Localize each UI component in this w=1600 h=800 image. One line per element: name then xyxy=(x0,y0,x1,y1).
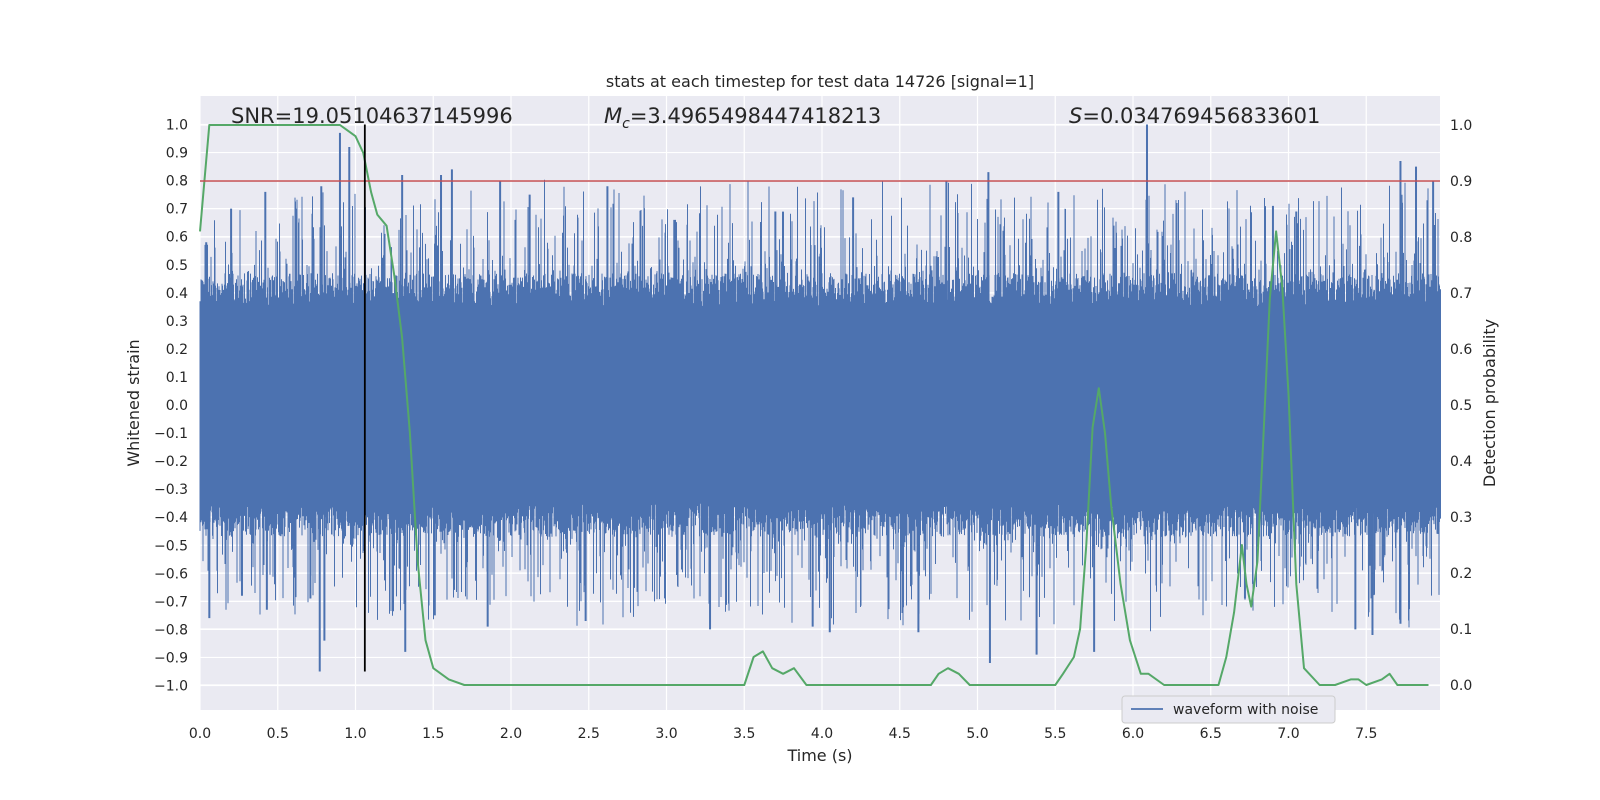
y-left-tick-label: 0.5 xyxy=(166,258,188,274)
waveform-series xyxy=(199,124,1441,672)
y-left-tick-label: −0.8 xyxy=(154,622,188,638)
y-left-tick-label: 0.1 xyxy=(166,370,188,386)
y-right-tick-label: 0.4 xyxy=(1450,454,1472,470)
legend-box xyxy=(1121,695,1336,724)
x-tick-label: 7.5 xyxy=(1355,726,1377,742)
y-left-tick-labels: 1.0 0.9 0.8 0.7 0.6 0.5 0.4 0.3 0.2 0.1 0.0 −0.1 −0.… xyxy=(154,118,188,695)
x-axis-label: Time (s) xyxy=(786,746,852,765)
y-left-tick-label: −0.2 xyxy=(154,454,188,470)
probability-series xyxy=(199,124,1429,686)
y-left-tick-label: 0.4 xyxy=(166,286,188,302)
y-right-tick-label: 0.7 xyxy=(1450,286,1472,302)
s-value: =0.034769456833601 xyxy=(1082,104,1320,128)
x-tick-label: 4.0 xyxy=(811,726,833,742)
y-right-tick-label: 0.6 xyxy=(1450,342,1472,358)
y-left-tick-label: 1.0 xyxy=(166,118,188,134)
x-tick-label: 6.5 xyxy=(1200,726,1222,742)
y-left-tick-label: 0.7 xyxy=(166,202,188,218)
chirp-mass-symbol: M xyxy=(604,104,622,128)
snr-annotation: SNR=19.05104637145996 xyxy=(231,104,513,128)
x-tick-label: 2.5 xyxy=(578,726,600,742)
x-tick-label: 7.0 xyxy=(1277,726,1299,742)
y-right-tick-label: 0.9 xyxy=(1450,174,1472,190)
y-left-tick-label: 0.2 xyxy=(166,342,188,358)
legend: waveform with noise xyxy=(1121,695,1336,724)
legend-label-waveform: waveform with noise xyxy=(1173,702,1318,718)
s-annotation: S=0.034769456833601 xyxy=(1069,104,1320,128)
y-left-tick-label: −0.9 xyxy=(154,650,188,666)
y-left-tick-label: −0.5 xyxy=(154,538,188,554)
y-left-tick-label: −1.0 xyxy=(154,679,188,695)
x-tick-label: 0.0 xyxy=(189,726,211,742)
x-tick-label: 0.5 xyxy=(267,726,289,742)
s-symbol: S xyxy=(1069,104,1082,128)
y-left-tick-label: −0.1 xyxy=(154,426,188,442)
y-left-tick-label: −0.6 xyxy=(154,566,188,582)
y-right-tick-labels: 1.0 0.9 0.8 0.7 0.6 0.5 0.4 0.3 0.2 0.1 0.0 xyxy=(1450,118,1472,694)
y-right-tick-label: 0.1 xyxy=(1450,622,1472,638)
y-left-tick-label: 0.3 xyxy=(166,314,188,330)
x-tick-label: 5.5 xyxy=(1044,726,1066,742)
x-tick-label: 6.0 xyxy=(1122,726,1144,742)
waveform-noise-path xyxy=(199,179,1441,632)
y-right-tick-label: 0.8 xyxy=(1450,230,1472,246)
x-tick-label: 1.5 xyxy=(422,726,444,742)
y-left-tick-label: −0.4 xyxy=(154,510,188,526)
x-tick-label: 5.0 xyxy=(966,726,988,742)
y-left-tick-label: 0.8 xyxy=(166,174,188,190)
x-tick-label: 4.5 xyxy=(889,726,911,742)
y-left-tick-label: 0.0 xyxy=(166,398,188,414)
y-left-tick-label: −0.7 xyxy=(154,594,188,610)
x-tick-label: 3.5 xyxy=(733,726,755,742)
y-right-tick-label: 0.3 xyxy=(1450,510,1472,526)
y-axis-label-right: Detection probability xyxy=(1480,319,1499,487)
chirp-mass-annotation: Mc=3.4965498447418213 xyxy=(604,104,881,132)
probability-line xyxy=(199,124,1429,686)
y-right-tick-label: 0.2 xyxy=(1450,566,1472,582)
chart-title: stats at each timestep for test data 147… xyxy=(606,72,1034,91)
y-left-tick-label: 0.6 xyxy=(166,230,188,246)
y-left-tick-label: 0.9 xyxy=(166,146,188,162)
y-right-tick-label: 1.0 xyxy=(1450,118,1472,134)
y-axis-label-left: Whitened strain xyxy=(124,339,143,466)
chirp-mass-value: =3.4965498447418213 xyxy=(630,104,881,128)
chirp-mass-subscript: c xyxy=(622,116,630,132)
markers xyxy=(200,124,1440,672)
x-tick-label: 1.0 xyxy=(344,726,366,742)
y-left-tick-label: −0.3 xyxy=(154,482,188,498)
y-right-tick-label: 0.0 xyxy=(1450,678,1472,694)
y-right-tick-label: 0.5 xyxy=(1450,398,1472,414)
x-tick-labels: 0.0 0.5 1.0 1.5 2.0 2.5 3.0 3.5 4.0 4.5 5.0 5.5 6.0 6… xyxy=(189,726,1378,742)
x-tick-label: 3.0 xyxy=(655,726,677,742)
x-tick-label: 2.0 xyxy=(500,726,522,742)
